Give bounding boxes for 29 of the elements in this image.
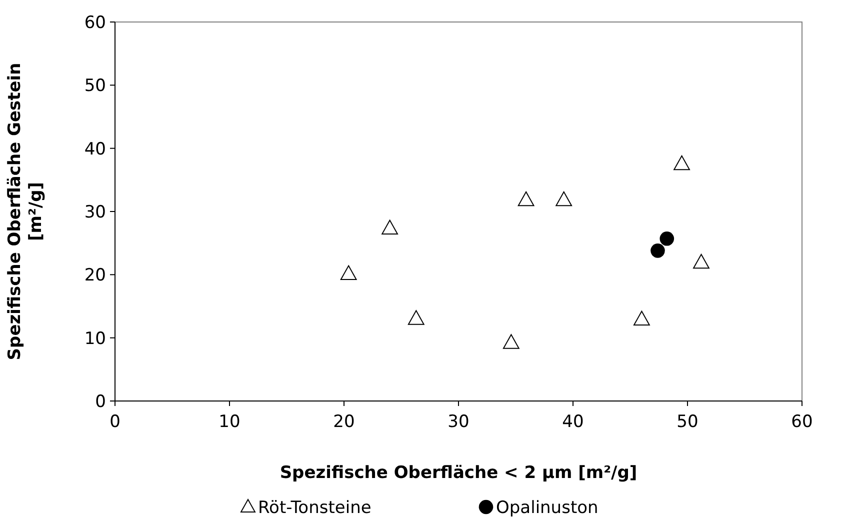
legend-label: Röt-Tonsteine	[258, 498, 372, 518]
point	[660, 232, 674, 246]
point	[382, 220, 398, 235]
y-axis-title: Spezifische Oberfläche Gestein [m²/g]	[5, 62, 46, 360]
y-tick-label: 30	[84, 202, 106, 222]
y-tick-label: 10	[84, 328, 106, 349]
point	[650, 244, 665, 258]
x-tick-label: 50	[676, 412, 698, 432]
legend-label: Opalinuston	[496, 498, 598, 518]
y-tick-label: 40	[84, 139, 106, 160]
x-tick-label: 0	[110, 412, 120, 432]
x-tick-label: 20	[333, 412, 355, 432]
y-tick-label: 60	[84, 12, 106, 33]
point	[634, 310, 650, 326]
point	[502, 334, 520, 349]
x-tick-label: 60	[791, 412, 813, 432]
point	[340, 265, 357, 280]
point	[556, 191, 572, 206]
y-tick-label: 50	[84, 76, 106, 96]
point	[518, 191, 534, 206]
x-axis-title: Spezifische Oberfläche < 2 µm [m²/g]	[280, 463, 638, 483]
x-tick-label: 10	[218, 412, 240, 432]
point	[674, 155, 690, 170]
point	[693, 254, 710, 269]
y-tick-label: 20	[84, 266, 106, 286]
y-tick-label: 0	[95, 392, 106, 412]
point	[408, 310, 424, 325]
x-tick-label: 40	[562, 412, 584, 432]
x-tick-label: 30	[448, 412, 470, 432]
